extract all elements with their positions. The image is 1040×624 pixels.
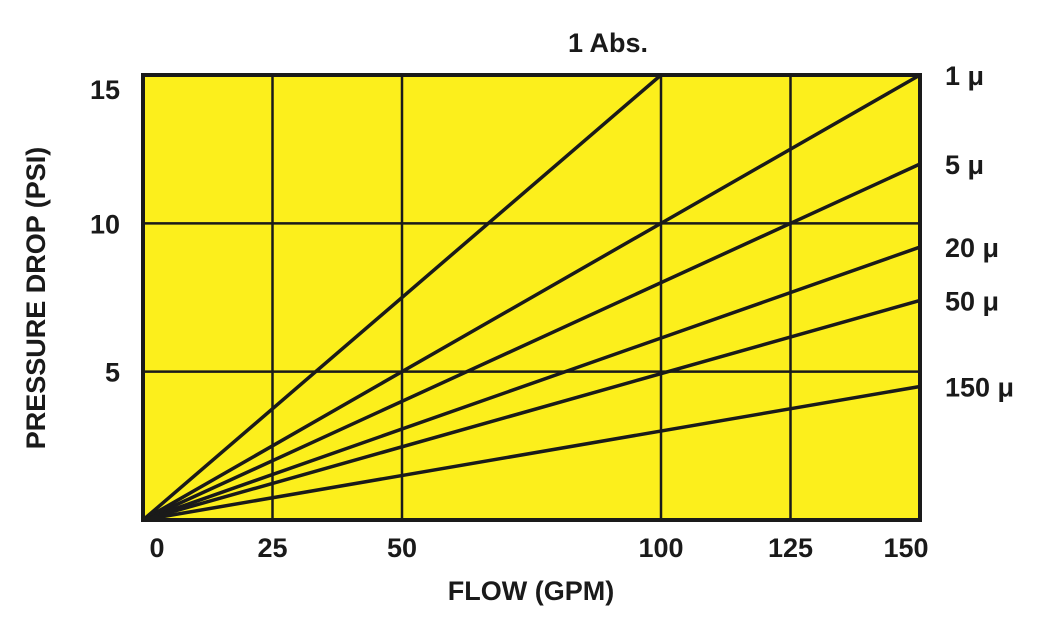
series-lines <box>141 73 922 522</box>
y-axis-label: PRESSURE DROP (PSI) <box>21 147 51 450</box>
x-tick-labels: 0 25 50 100 125 150 <box>149 533 928 563</box>
series-line-5 <box>141 298 922 522</box>
series-line-6 <box>141 384 922 522</box>
series-line-3 <box>141 162 922 522</box>
y-tick-labels: 5 10 15 <box>90 75 120 388</box>
y-tick-label: 15 <box>90 75 120 105</box>
series-label: 50 μ <box>945 286 999 316</box>
plot-frame <box>141 73 922 522</box>
y-tick-label: 10 <box>90 209 120 239</box>
chart-title: 1 Abs. <box>568 28 648 58</box>
series-label: 1 μ <box>945 61 984 91</box>
x-tick-label: 0 <box>149 533 164 563</box>
x-tick-label: 125 <box>768 533 813 563</box>
y-tick-label: 5 <box>105 358 120 388</box>
x-tick-label: 100 <box>638 533 683 563</box>
x-tick-label: 50 <box>387 533 417 563</box>
series-line-1 <box>141 73 663 522</box>
series-label: 20 μ <box>945 233 999 263</box>
series-labels: 1 μ 5 μ 20 μ 50 μ 150 μ <box>945 61 1014 403</box>
x-tick-label: 25 <box>257 533 287 563</box>
series-label: 150 μ <box>945 373 1014 403</box>
x-axis-label: FLOW (GPM) <box>448 576 614 606</box>
series-line-4 <box>141 245 922 522</box>
series-line-2 <box>141 73 922 522</box>
series-label: 5 μ <box>945 150 984 180</box>
x-tick-label: 150 <box>883 533 928 563</box>
